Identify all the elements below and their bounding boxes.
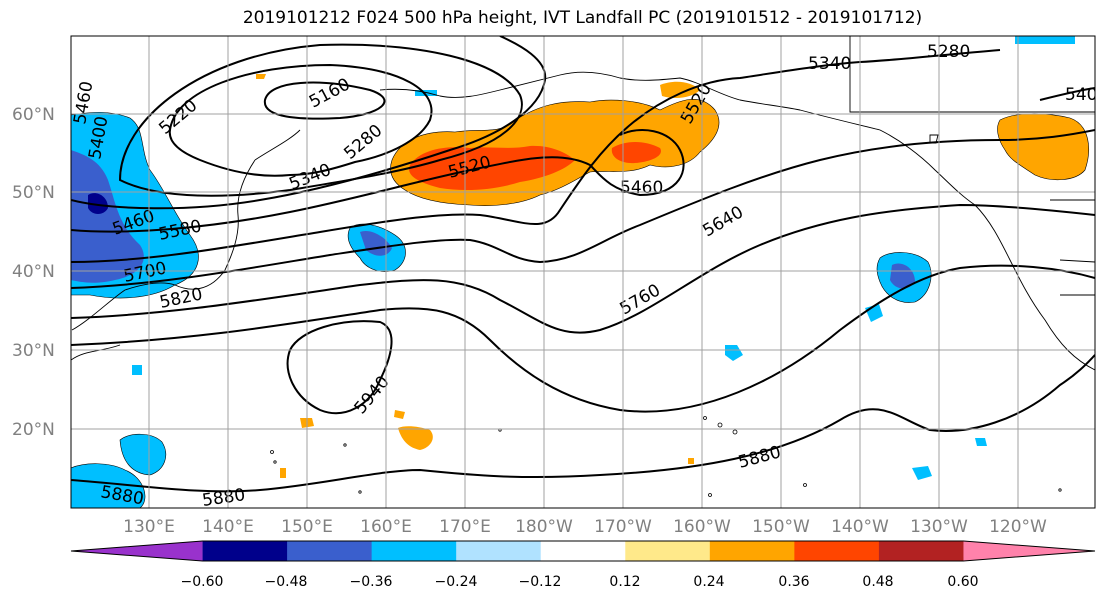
colorbar-tick-label: −0.48 [265, 574, 308, 590]
colorbar-tick-label: −0.60 [181, 574, 224, 590]
lon-label: 120°W [989, 517, 1047, 537]
colorbar-tick-label: −0.24 [435, 574, 478, 590]
colorbar-tick-label: 0.48 [862, 574, 893, 590]
lon-label: 130°E [123, 517, 175, 537]
islands [270, 416, 1062, 497]
colorbar-segment [371, 541, 457, 561]
lat-label: 20°N [12, 420, 55, 440]
contour-label: 5880 [201, 485, 247, 511]
lon-label: 170°W [594, 517, 652, 537]
latitude-labels: 20°N 30°N 40°N 50°N 60°N [12, 105, 55, 440]
colorbar-tick-labels: −0.60 −0.48 −0.36 −0.24 −0.12 0.12 0.24 … [181, 574, 979, 590]
colorbar-outline [70, 540, 1096, 562]
contour-label: 5340 [808, 54, 851, 74]
lon-label: 160°E [360, 517, 412, 537]
colorbar-tick-label: −0.36 [350, 574, 393, 590]
colorbar-segment [287, 541, 373, 561]
lon-label: 150°W [752, 517, 810, 537]
colorbar-tick-label: 0.36 [778, 574, 809, 590]
lat-label: 50°N [12, 183, 55, 203]
lon-label: 150°E [281, 517, 333, 537]
lon-label: 140°E [202, 517, 254, 537]
colorbar-segment [456, 541, 542, 561]
colorbar-tick-label: 0.60 [947, 574, 978, 590]
colorbar-segment [878, 541, 964, 561]
ivt-negative-shading [71, 36, 1075, 508]
map-title: 2019101212 F024 500 hPa height, IVT Land… [242, 8, 923, 28]
colorbar-segment [625, 541, 711, 561]
colorbar-tick-label: 0.24 [693, 574, 724, 590]
colorbar-segment [963, 541, 1095, 561]
lat-label: 40°N [12, 262, 55, 282]
map-frame [70, 35, 1096, 509]
lon-label: 130°W [910, 517, 968, 537]
colorbar-tick-label: −0.12 [519, 574, 562, 590]
colorbar-tick-label: 0.12 [609, 574, 640, 590]
contour-label: 5280 [927, 42, 970, 62]
gridlines [71, 36, 1095, 508]
contour-label: 5460 [620, 178, 663, 198]
colorbar-segment [202, 541, 288, 561]
colorbar-segment [540, 541, 626, 561]
lon-label: 170°E [439, 517, 491, 537]
colorbar-segment [71, 541, 203, 561]
lon-label: 160°W [673, 517, 731, 537]
lon-label: 180°W [515, 517, 573, 537]
lat-label: 60°N [12, 105, 55, 125]
longitude-labels: 130°E 140°E 150°E 160°E 170°E 180°W 170°… [123, 517, 1047, 537]
colorbar-segment [709, 541, 795, 561]
lat-label: 30°N [12, 341, 55, 361]
lon-label: 140°W [831, 517, 889, 537]
ivt-positive-shading [256, 74, 1089, 478]
colorbar [70, 540, 1096, 562]
height-contours [71, 36, 1095, 493]
contour-label: 5400 [1065, 85, 1105, 105]
colorbar-segment [794, 541, 880, 561]
